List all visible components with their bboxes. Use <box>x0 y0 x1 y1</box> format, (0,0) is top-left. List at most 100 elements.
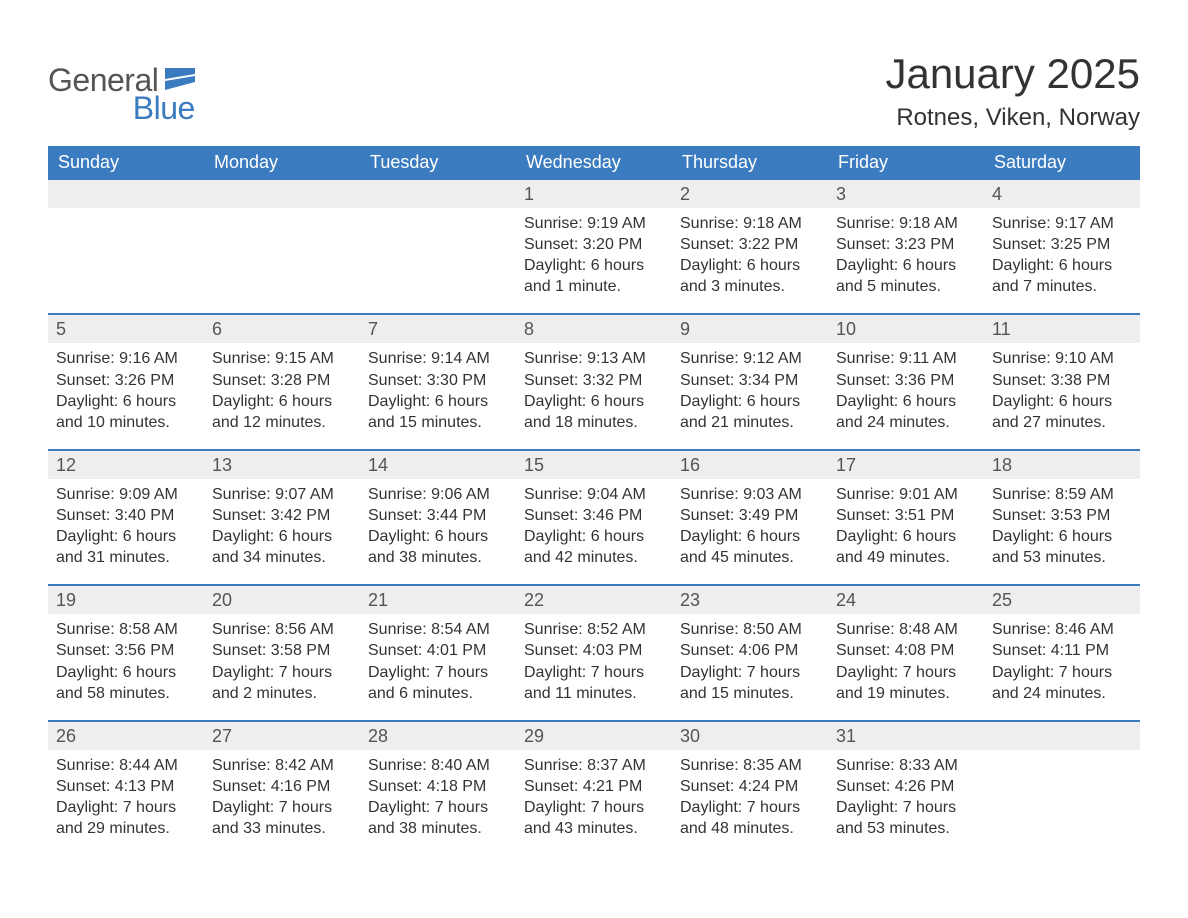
day-number: 18 <box>984 451 1140 479</box>
calendar-day-cell: 30Sunrise: 8:35 AMSunset: 4:24 PMDayligh… <box>672 722 828 843</box>
day-details: Sunrise: 9:06 AMSunset: 3:44 PMDaylight:… <box>360 479 516 572</box>
page-header: General Blue January 2025 Rotnes, Viken,… <box>48 50 1140 132</box>
daylight-line-1: Daylight: 7 hours <box>368 662 508 683</box>
day-details: Sunrise: 9:16 AMSunset: 3:26 PMDaylight:… <box>48 343 204 436</box>
calendar-day-cell: 1Sunrise: 9:19 AMSunset: 3:20 PMDaylight… <box>516 180 672 301</box>
sunrise-line: Sunrise: 9:13 AM <box>524 348 664 369</box>
day-number: 30 <box>672 722 828 750</box>
dow-wednesday: Wednesday <box>516 146 672 180</box>
calendar-day-cell <box>48 180 204 301</box>
sunrise-line: Sunrise: 9:01 AM <box>836 484 976 505</box>
sunrise-line: Sunrise: 8:54 AM <box>368 619 508 640</box>
day-details: Sunrise: 9:07 AMSunset: 3:42 PMDaylight:… <box>204 479 360 572</box>
day-number: 22 <box>516 586 672 614</box>
daylight-line-2: and 58 minutes. <box>56 683 196 704</box>
month-title: January 2025 <box>885 50 1140 98</box>
calendar-day-cell: 24Sunrise: 8:48 AMSunset: 4:08 PMDayligh… <box>828 586 984 707</box>
day-details: Sunrise: 8:44 AMSunset: 4:13 PMDaylight:… <box>48 750 204 843</box>
day-number: 24 <box>828 586 984 614</box>
dow-friday: Friday <box>828 146 984 180</box>
calendar-day-cell <box>360 180 516 301</box>
sunset-line: Sunset: 4:16 PM <box>212 776 352 797</box>
daylight-line-1: Daylight: 6 hours <box>368 526 508 547</box>
daylight-line-1: Daylight: 7 hours <box>212 662 352 683</box>
day-details: Sunrise: 8:58 AMSunset: 3:56 PMDaylight:… <box>48 614 204 707</box>
sunrise-line: Sunrise: 9:03 AM <box>680 484 820 505</box>
day-details: Sunrise: 8:54 AMSunset: 4:01 PMDaylight:… <box>360 614 516 707</box>
dow-thursday: Thursday <box>672 146 828 180</box>
daylight-line-1: Daylight: 7 hours <box>992 662 1132 683</box>
day-number: 2 <box>672 180 828 208</box>
daylight-line-2: and 2 minutes. <box>212 683 352 704</box>
day-number <box>984 722 1140 750</box>
daylight-line-2: and 45 minutes. <box>680 547 820 568</box>
day-number: 28 <box>360 722 516 750</box>
daylight-line-2: and 11 minutes. <box>524 683 664 704</box>
day-number: 16 <box>672 451 828 479</box>
day-details: Sunrise: 9:15 AMSunset: 3:28 PMDaylight:… <box>204 343 360 436</box>
daylight-line-2: and 53 minutes. <box>836 818 976 839</box>
daylight-line-2: and 49 minutes. <box>836 547 976 568</box>
calendar-day-cell: 14Sunrise: 9:06 AMSunset: 3:44 PMDayligh… <box>360 451 516 572</box>
sunset-line: Sunset: 4:18 PM <box>368 776 508 797</box>
day-number: 19 <box>48 586 204 614</box>
sunset-line: Sunset: 3:49 PM <box>680 505 820 526</box>
daylight-line-2: and 24 minutes. <box>836 412 976 433</box>
daylight-line-2: and 33 minutes. <box>212 818 352 839</box>
day-number: 6 <box>204 315 360 343</box>
daylight-line-1: Daylight: 7 hours <box>524 662 664 683</box>
sunset-line: Sunset: 4:06 PM <box>680 640 820 661</box>
daylight-line-1: Daylight: 6 hours <box>992 391 1132 412</box>
day-number: 1 <box>516 180 672 208</box>
location-subtitle: Rotnes, Viken, Norway <box>885 104 1140 132</box>
daylight-line-1: Daylight: 7 hours <box>56 797 196 818</box>
sunset-line: Sunset: 3:26 PM <box>56 370 196 391</box>
daylight-line-1: Daylight: 6 hours <box>524 391 664 412</box>
dow-saturday: Saturday <box>984 146 1140 180</box>
sunrise-line: Sunrise: 9:04 AM <box>524 484 664 505</box>
calendar-day-cell: 9Sunrise: 9:12 AMSunset: 3:34 PMDaylight… <box>672 315 828 436</box>
daylight-line-1: Daylight: 6 hours <box>992 526 1132 547</box>
sunrise-line: Sunrise: 9:07 AM <box>212 484 352 505</box>
sunrise-line: Sunrise: 8:37 AM <box>524 755 664 776</box>
day-details: Sunrise: 9:13 AMSunset: 3:32 PMDaylight:… <box>516 343 672 436</box>
daylight-line-2: and 12 minutes. <box>212 412 352 433</box>
sunset-line: Sunset: 4:26 PM <box>836 776 976 797</box>
calendar-day-cell: 25Sunrise: 8:46 AMSunset: 4:11 PMDayligh… <box>984 586 1140 707</box>
daylight-line-2: and 31 minutes. <box>56 547 196 568</box>
day-number: 7 <box>360 315 516 343</box>
sunset-line: Sunset: 3:20 PM <box>524 234 664 255</box>
day-number: 11 <box>984 315 1140 343</box>
day-number: 23 <box>672 586 828 614</box>
day-details: Sunrise: 8:56 AMSunset: 3:58 PMDaylight:… <box>204 614 360 707</box>
calendar-day-cell: 21Sunrise: 8:54 AMSunset: 4:01 PMDayligh… <box>360 586 516 707</box>
sunrise-line: Sunrise: 8:42 AM <box>212 755 352 776</box>
day-details: Sunrise: 8:50 AMSunset: 4:06 PMDaylight:… <box>672 614 828 707</box>
day-number: 20 <box>204 586 360 614</box>
calendar-day-cell: 16Sunrise: 9:03 AMSunset: 3:49 PMDayligh… <box>672 451 828 572</box>
day-details: Sunrise: 8:37 AMSunset: 4:21 PMDaylight:… <box>516 750 672 843</box>
day-details: Sunrise: 8:33 AMSunset: 4:26 PMDaylight:… <box>828 750 984 843</box>
daylight-line-1: Daylight: 7 hours <box>524 797 664 818</box>
day-details: Sunrise: 8:42 AMSunset: 4:16 PMDaylight:… <box>204 750 360 843</box>
day-details: Sunrise: 9:17 AMSunset: 3:25 PMDaylight:… <box>984 208 1140 301</box>
calendar-day-cell: 18Sunrise: 8:59 AMSunset: 3:53 PMDayligh… <box>984 451 1140 572</box>
daylight-line-1: Daylight: 6 hours <box>836 526 976 547</box>
calendar-grid: Sunday Monday Tuesday Wednesday Thursday… <box>48 146 1140 843</box>
calendar-day-cell: 27Sunrise: 8:42 AMSunset: 4:16 PMDayligh… <box>204 722 360 843</box>
day-number: 4 <box>984 180 1140 208</box>
calendar-week-row: 1Sunrise: 9:19 AMSunset: 3:20 PMDaylight… <box>48 180 1140 301</box>
daylight-line-1: Daylight: 6 hours <box>212 526 352 547</box>
daylight-line-1: Daylight: 6 hours <box>836 255 976 276</box>
sunrise-line: Sunrise: 9:16 AM <box>56 348 196 369</box>
calendar-day-cell: 7Sunrise: 9:14 AMSunset: 3:30 PMDaylight… <box>360 315 516 436</box>
day-number <box>204 180 360 208</box>
sunrise-line: Sunrise: 9:17 AM <box>992 213 1132 234</box>
sunrise-line: Sunrise: 9:09 AM <box>56 484 196 505</box>
day-details: Sunrise: 8:46 AMSunset: 4:11 PMDaylight:… <box>984 614 1140 707</box>
calendar-day-cell: 10Sunrise: 9:11 AMSunset: 3:36 PMDayligh… <box>828 315 984 436</box>
calendar-day-cell: 8Sunrise: 9:13 AMSunset: 3:32 PMDaylight… <box>516 315 672 436</box>
daylight-line-1: Daylight: 6 hours <box>992 255 1132 276</box>
title-block: January 2025 Rotnes, Viken, Norway <box>885 50 1140 132</box>
sunrise-line: Sunrise: 8:56 AM <box>212 619 352 640</box>
